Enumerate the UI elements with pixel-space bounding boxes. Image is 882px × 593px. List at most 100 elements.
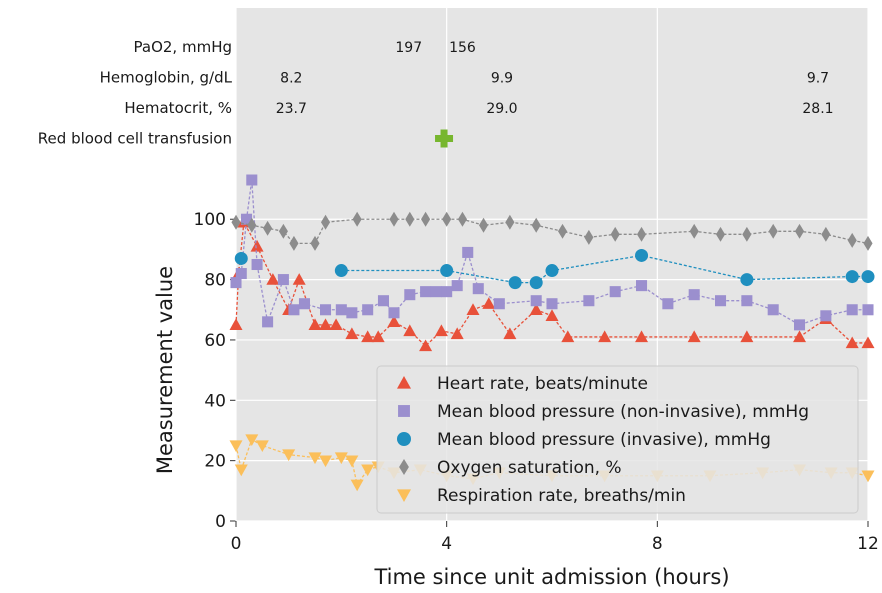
x-tick-label: 4 [441, 534, 452, 554]
data-point [229, 440, 243, 453]
data-point [319, 455, 333, 468]
legend-label: Oxygen saturation, % [437, 458, 622, 478]
data-point [234, 464, 248, 477]
data-point [440, 264, 454, 278]
data-point [310, 235, 320, 251]
legend-label: Mean blood pressure (non-invasive), mmHg [437, 402, 809, 422]
legend-box [376, 365, 859, 514]
data-point [292, 273, 306, 285]
data-point [845, 270, 859, 284]
data-point [320, 214, 331, 230]
data-point [861, 270, 875, 284]
data-point [434, 324, 448, 337]
data-point [635, 248, 649, 262]
annotation-label: Hematocrit, % [124, 99, 232, 117]
data-point [308, 318, 322, 331]
data-point [636, 226, 647, 242]
legend-marker [398, 405, 410, 417]
x-axis-label: Time since unit admission (hours) [373, 565, 729, 589]
y-tick-label: 100 [194, 210, 226, 230]
legend-marker [397, 489, 411, 502]
data-point [389, 211, 399, 227]
data-point [320, 304, 332, 316]
legend-label: Heart rate, beats/minute [437, 374, 648, 394]
data-point [742, 226, 752, 242]
data-point [262, 316, 274, 328]
data-point [234, 251, 248, 265]
data-point [466, 303, 480, 315]
data-point [689, 223, 699, 239]
data-point [545, 309, 559, 321]
annotation-value: 9.9 [491, 71, 513, 87]
data-point [255, 440, 269, 453]
transfusion-marker [435, 129, 454, 148]
data-point [289, 235, 299, 251]
data-point [863, 235, 873, 251]
data-point [282, 449, 296, 462]
data-point [403, 324, 417, 337]
data-point [740, 330, 754, 343]
data-point [529, 276, 543, 290]
y-axis-label: Measurement value [153, 266, 177, 474]
data-point [288, 304, 300, 316]
y-tick-label: 60 [204, 331, 226, 351]
y-tick-label: 40 [204, 391, 226, 411]
annotation-label: Red blood cell transfusion [38, 130, 232, 148]
data-point [278, 223, 288, 239]
annotation-value: 197 [395, 40, 422, 56]
legend-marker [397, 432, 411, 446]
data-point [334, 452, 348, 465]
y-tick-label: 0 [215, 512, 226, 532]
data-point [230, 277, 242, 289]
data-point [247, 217, 257, 233]
data-point [345, 327, 359, 340]
data-point [442, 211, 452, 227]
data-point [430, 286, 442, 298]
x-tick-label: 8 [652, 534, 663, 554]
data-point [277, 274, 289, 286]
data-point [493, 298, 505, 310]
data-point [405, 211, 415, 227]
data-point [345, 455, 359, 468]
data-point [715, 226, 726, 242]
annotation-value: 8.2 [280, 71, 302, 87]
legend-marker [399, 458, 409, 476]
data-point [419, 339, 433, 352]
data-point [387, 315, 401, 328]
data-point [583, 295, 595, 307]
data-point [404, 289, 416, 301]
data-point [308, 452, 322, 465]
data-point [508, 276, 522, 290]
data-point [478, 217, 489, 233]
data-point [346, 307, 358, 319]
data-point [482, 297, 496, 309]
data-point [662, 298, 674, 310]
annotation-value: 156 [449, 40, 476, 56]
data-point [561, 330, 575, 343]
data-point [861, 336, 875, 349]
annotation-value: 23.7 [276, 101, 307, 117]
data-point [530, 295, 542, 307]
data-point [231, 214, 241, 230]
data-point [529, 303, 543, 315]
data-point [845, 336, 859, 349]
annotation-value: 29.0 [486, 101, 517, 117]
annotation-label: PaO2, mmHg [134, 38, 232, 56]
data-point [793, 330, 807, 343]
data-point [451, 280, 463, 292]
legend-marker [397, 376, 411, 389]
data-point [361, 330, 375, 343]
data-point [472, 283, 484, 295]
data-point [361, 464, 375, 477]
y-tick-label: 20 [204, 452, 226, 472]
data-point [421, 211, 431, 227]
data-point [420, 286, 432, 298]
data-point [245, 434, 259, 447]
data-point [821, 226, 831, 242]
data-point [820, 310, 832, 322]
data-point [329, 318, 343, 331]
data-point [584, 229, 594, 245]
x-tick-label: 0 [231, 534, 242, 554]
annotation-value: 9.7 [807, 71, 829, 87]
